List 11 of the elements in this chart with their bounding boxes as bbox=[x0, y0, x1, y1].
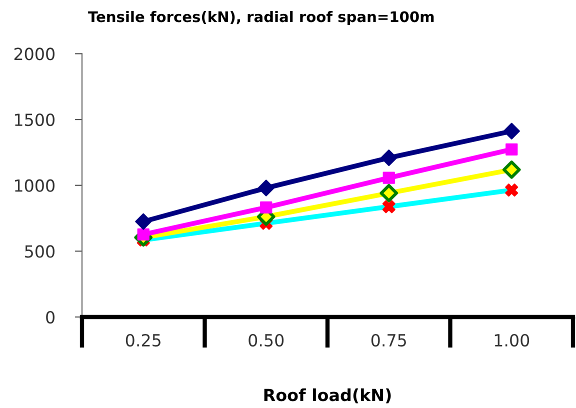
y-tick-label: 2000 bbox=[14, 48, 55, 60]
x-tick-label: 0.75 bbox=[371, 334, 406, 347]
x-tick-label: 0.25 bbox=[126, 334, 160, 347]
x-axis-title: Roof load(kN) bbox=[264, 388, 391, 404]
chart-title: Tensile forces(kN), radial roof span=100m bbox=[88, 10, 434, 26]
y-tick-label: 0 bbox=[46, 310, 55, 324]
y-tick-label: 1500 bbox=[15, 113, 55, 126]
x-tick-label: 0.50 bbox=[248, 334, 284, 347]
x-tick-label: 1.00 bbox=[494, 334, 530, 347]
y-tick-label: 500 bbox=[25, 245, 55, 258]
y-tick-label: 1000 bbox=[15, 179, 55, 192]
